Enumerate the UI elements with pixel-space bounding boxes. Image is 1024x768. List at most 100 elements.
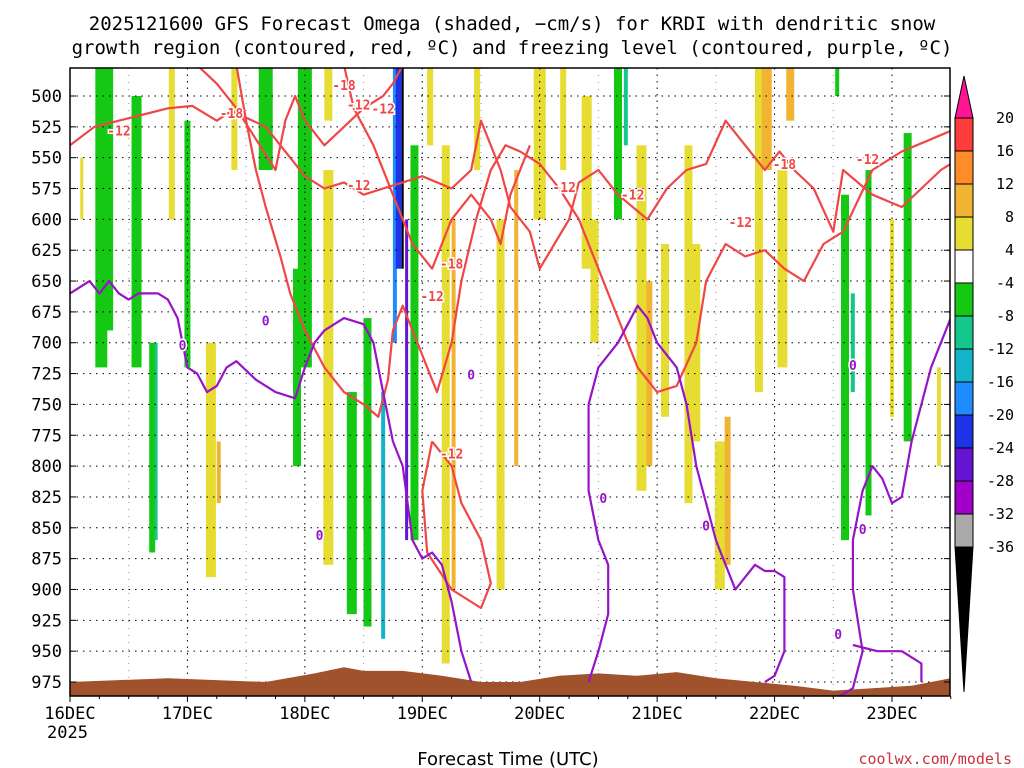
dgz-minus12-contour-lower [235,68,950,418]
terrain-fill [70,667,950,696]
omega-shade-band-35 [623,68,628,146]
grid-layer [70,68,950,696]
dgz-minus12-label-3: -12 [420,290,443,305]
omega-shade-band-0 [80,157,84,220]
dgz-minus12-label-4: -12 [371,102,394,117]
omega-shade-band-43 [754,68,763,393]
freezing-label-0: 0 [179,339,187,354]
omega-shade-band-6 [168,68,175,220]
colorbar-swatch-3 [954,216,974,251]
freezing-label-5: 0 [702,519,710,534]
y-tick-label-625: 625 [31,241,62,261]
omega-shade-band-16 [346,392,357,615]
colorbar-label-4: 4 [1005,241,1014,259]
y-tick-label-725: 725 [31,365,62,385]
omega-shade-band-42 [724,416,731,565]
y-tick-label-875: 875 [31,550,62,570]
freezing-label-2: 0 [316,529,324,544]
y-tick-label-575: 575 [31,180,62,200]
omega-shade-band-54 [976,65,980,84]
dgz-minus18-contour-mid-18 [343,68,531,270]
dgz-minus18-label-0: -18 [220,107,244,122]
colorbar-label-13: -36 [987,538,1014,556]
omega-shade-band-3 [131,96,142,368]
colorbar-label-10: -24 [987,439,1014,457]
colorbar-swatch-6 [954,315,974,350]
y-tick-label-500: 500 [31,87,62,107]
omega-shade-band-33 [590,219,599,343]
colorbar-swatch-11 [954,480,974,515]
contour-layer: -12-12-12-12-12-12 -12-12-12-12-18-18-18-… [70,68,950,696]
terrain-layer [70,667,950,696]
omega-shade-band-34 [614,68,622,220]
y-tick-label-850: 850 [31,519,62,539]
freezing-label-8: 0 [849,359,857,374]
dgz-minus12-contour-loop-19dec [421,440,492,610]
colorbar-cap-top [954,75,974,119]
colorbar-label-7: -12 [987,340,1014,358]
colorbar-label-3: 8 [1005,208,1014,226]
x-tick-label-20DEC: 20DEC [514,704,565,724]
dgz-minus12-label-1: -12 [347,179,370,194]
y-tick-label-900: 900 [31,580,62,600]
omega-shade-band-15 [324,68,333,121]
omega-shade-band-8 [205,342,216,578]
colorbar: 20 16 12 8 4 -4 -8 -12 -16 -20 -24 -28 -32 -36 [954,75,1014,693]
colorbar-swatch-0 [954,117,974,152]
omega-shade-band-5 [154,342,158,541]
omega-shade-band-25 [441,145,450,664]
dgz-minus12-label-8: -12 [856,153,879,168]
y-tick-label-775: 775 [31,426,62,446]
omega-shade-band-53 [936,367,941,467]
freezing-label-7: 0 [859,523,867,538]
x-tick-label-23DEC: 23DEC [866,704,917,724]
colorbar-swatch-1 [954,150,974,185]
omega-shade-band-30 [533,68,546,220]
omega-shade-band-21 [401,68,404,269]
x-tick-label-21DEC: 21DEC [632,704,683,724]
omega-shade-band-49 [850,293,855,393]
colorbar-label-1: 16 [996,142,1014,160]
x-tick-label-16DEC: 16DEC [44,704,95,724]
dgz-minus12-label-9: -12 [347,99,370,114]
omega-shade-band-18 [381,392,386,639]
x-tick-label-18DEC: 18DEC [279,704,330,724]
freezing-label-1: 0 [262,314,270,329]
omega-shade-band-9 [216,441,221,504]
omega-shade-band-29 [514,170,519,467]
colorbar-label-9: -20 [987,406,1014,424]
dgz-minus12-label-6: -12 [621,189,644,204]
omega-shade-band-14 [323,170,334,565]
dgz-minus18-label-2: -18 [773,158,797,173]
omega-shade-band-52 [890,219,894,417]
dgz-minus12-contour-upper [70,104,950,270]
colorbar-swatch-10 [954,447,974,482]
omega-shade-band-50 [865,170,872,516]
omega-shade-band-36 [636,145,647,491]
omega-shade-band-45 [777,170,788,368]
colorbar-swatch-7 [954,348,974,383]
chart-title: 2025121600 GFS Forecast Omega (shaded, −… [89,13,936,35]
freezing-level-contour-22dec-bottom [852,643,923,682]
x-tick-label-22DEC: 22DEC [749,704,800,724]
omega-shade-band-22 [405,219,409,541]
colorbar-label-12: -32 [987,505,1014,523]
omega-shade-band-12 [293,268,302,467]
colorbar-label-5: -4 [996,274,1014,292]
omega-shade-band-4 [149,342,156,553]
colorbar-swatch-9 [954,414,974,449]
colorbar-swatch-8 [954,381,974,416]
omega-shade-band-48 [841,194,850,541]
omega-shade-band-46 [786,68,795,121]
x-axis-year-label: 2025 [47,723,88,743]
colorbar-label-0: 20 [996,109,1014,127]
omega-shade-band-24 [427,68,434,146]
colorbar-label-2: 12 [996,175,1014,193]
y-axis: 500 525 550 575 600 625 650 675 700 725 750 775 800 8… [31,87,950,693]
omega-shade-band-27 [474,68,481,171]
colorbar-swatch-2 [954,183,974,218]
x-tick-label-19DEC: 19DEC [397,704,448,724]
dgz-minus12-label-2: -12 [440,448,463,463]
y-tick-label-975: 975 [31,673,62,693]
